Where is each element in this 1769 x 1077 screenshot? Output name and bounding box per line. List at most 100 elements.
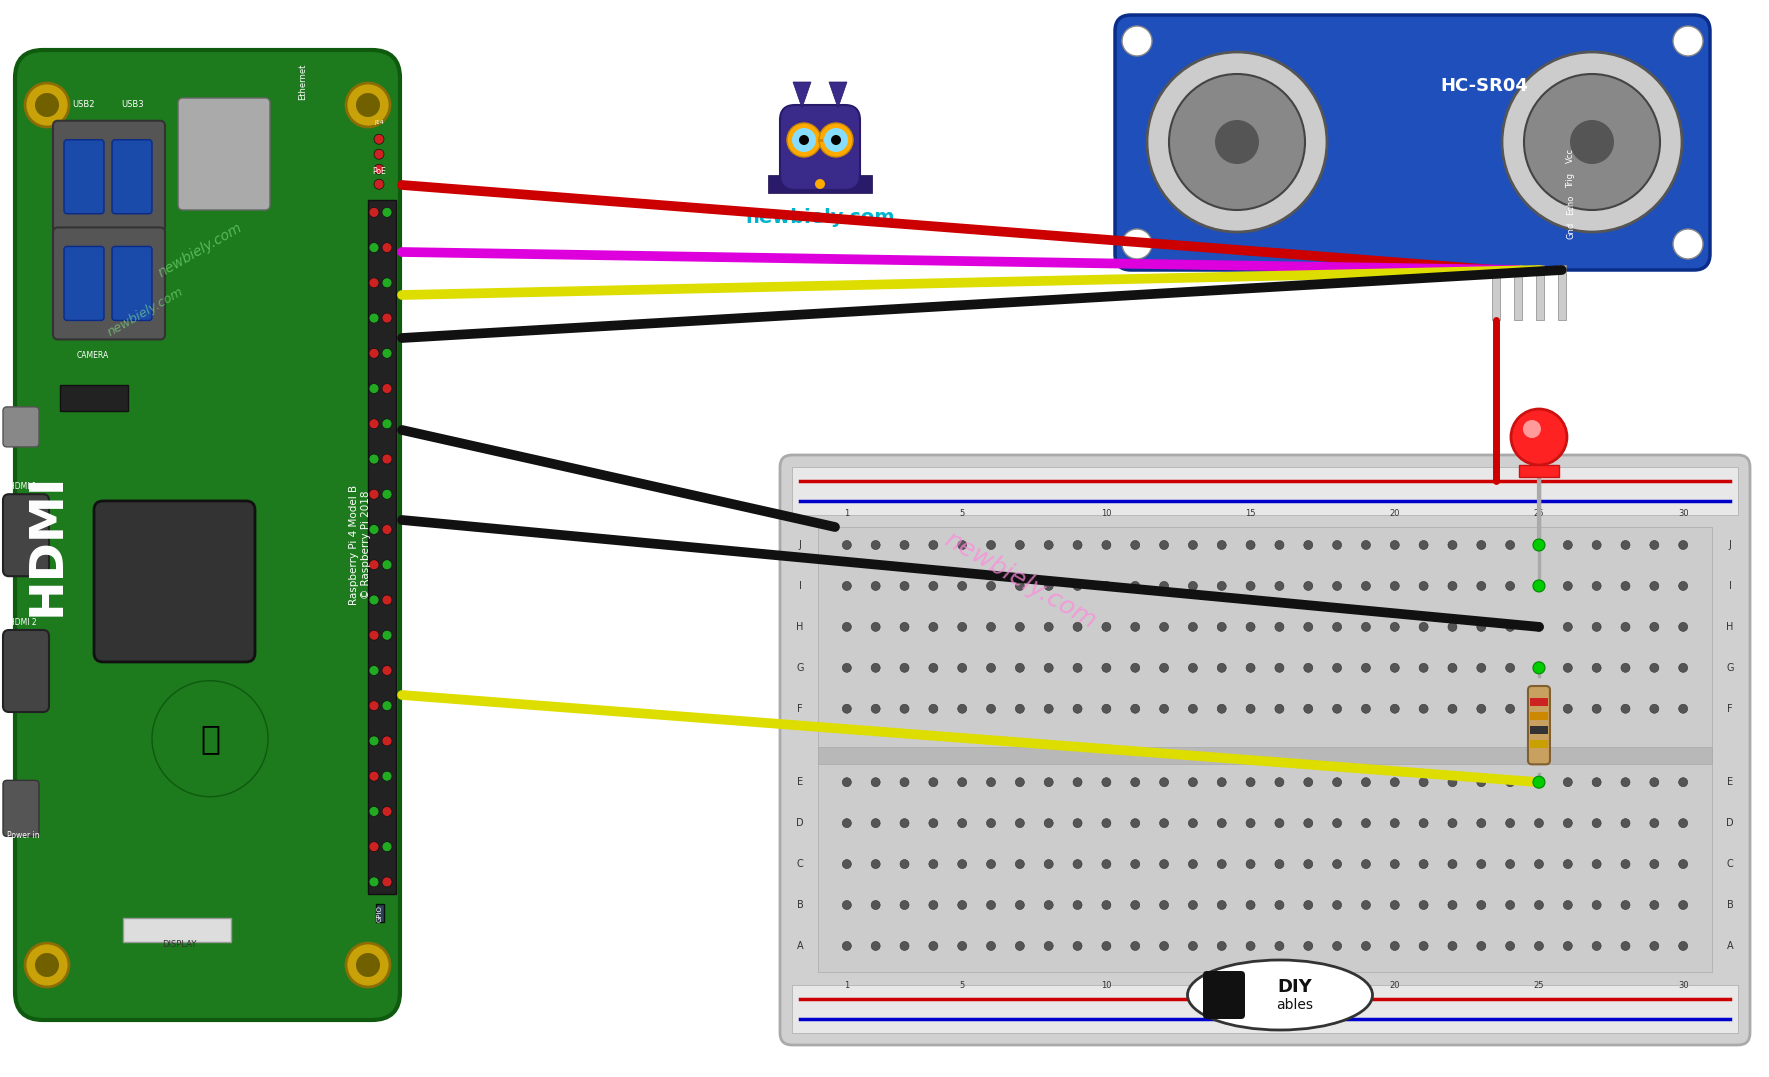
Circle shape xyxy=(1449,900,1458,909)
Circle shape xyxy=(1525,74,1659,210)
Circle shape xyxy=(1534,663,1544,672)
Circle shape xyxy=(1102,778,1111,786)
Circle shape xyxy=(1304,941,1313,950)
Circle shape xyxy=(1679,859,1688,868)
Circle shape xyxy=(1534,623,1544,631)
Circle shape xyxy=(987,582,996,590)
Circle shape xyxy=(1650,663,1659,672)
Circle shape xyxy=(1015,778,1024,786)
Circle shape xyxy=(382,595,393,605)
Circle shape xyxy=(1650,859,1659,868)
Circle shape xyxy=(1362,819,1371,827)
Text: newbiely.com: newbiely.com xyxy=(745,208,895,227)
Circle shape xyxy=(382,560,393,570)
Circle shape xyxy=(1130,541,1139,549)
Circle shape xyxy=(1534,541,1544,549)
Circle shape xyxy=(1130,819,1139,827)
Circle shape xyxy=(1449,541,1458,549)
Circle shape xyxy=(1275,900,1284,909)
Circle shape xyxy=(382,419,393,429)
Circle shape xyxy=(382,736,393,746)
FancyBboxPatch shape xyxy=(94,501,255,662)
Text: 30: 30 xyxy=(1677,508,1688,518)
Circle shape xyxy=(1419,582,1428,590)
Circle shape xyxy=(1564,900,1573,909)
Circle shape xyxy=(1189,704,1198,713)
Circle shape xyxy=(1102,582,1111,590)
Circle shape xyxy=(929,541,938,549)
Circle shape xyxy=(1650,623,1659,631)
FancyBboxPatch shape xyxy=(64,140,104,213)
Circle shape xyxy=(1564,541,1573,549)
Circle shape xyxy=(1679,819,1688,827)
Text: H: H xyxy=(796,621,803,632)
Circle shape xyxy=(1159,582,1169,590)
Circle shape xyxy=(1523,420,1541,438)
Circle shape xyxy=(929,941,938,950)
Text: C: C xyxy=(796,859,803,869)
Circle shape xyxy=(900,819,909,827)
Text: ables: ables xyxy=(1277,998,1314,1012)
Circle shape xyxy=(1511,409,1567,465)
Circle shape xyxy=(1592,819,1601,827)
Circle shape xyxy=(900,623,909,631)
Circle shape xyxy=(1074,941,1083,950)
Circle shape xyxy=(870,941,881,950)
Text: D: D xyxy=(796,819,803,828)
Circle shape xyxy=(1477,704,1486,713)
Text: A: A xyxy=(796,941,803,951)
Circle shape xyxy=(1620,623,1629,631)
Circle shape xyxy=(370,807,379,816)
Circle shape xyxy=(1074,623,1083,631)
Circle shape xyxy=(1189,859,1198,868)
Polygon shape xyxy=(830,82,847,108)
Circle shape xyxy=(1390,704,1399,713)
Circle shape xyxy=(1122,26,1152,56)
Text: 5: 5 xyxy=(959,981,964,991)
Circle shape xyxy=(1275,541,1284,549)
Text: 25: 25 xyxy=(1534,981,1544,991)
Circle shape xyxy=(1146,52,1327,232)
Circle shape xyxy=(842,623,851,631)
Circle shape xyxy=(1217,663,1226,672)
Bar xyxy=(1535,265,1544,320)
Circle shape xyxy=(1245,900,1254,909)
Circle shape xyxy=(1419,859,1428,868)
Text: newbiely.com: newbiely.com xyxy=(156,221,244,280)
Circle shape xyxy=(370,313,379,323)
Circle shape xyxy=(1245,859,1254,868)
Circle shape xyxy=(1477,663,1486,672)
Circle shape xyxy=(1362,900,1371,909)
Circle shape xyxy=(1679,623,1688,631)
FancyBboxPatch shape xyxy=(53,121,165,233)
Circle shape xyxy=(957,900,966,909)
Circle shape xyxy=(957,663,966,672)
Circle shape xyxy=(1620,900,1629,909)
Circle shape xyxy=(1449,663,1458,672)
FancyBboxPatch shape xyxy=(780,104,860,190)
Circle shape xyxy=(987,541,996,549)
FancyBboxPatch shape xyxy=(1528,686,1550,765)
Text: 15: 15 xyxy=(1245,508,1256,518)
Text: USB2: USB2 xyxy=(73,100,94,109)
Text: E: E xyxy=(1727,778,1734,787)
Circle shape xyxy=(1673,229,1704,258)
Circle shape xyxy=(1130,900,1139,909)
FancyBboxPatch shape xyxy=(780,454,1750,1045)
Text: 🍓: 🍓 xyxy=(200,723,219,755)
Circle shape xyxy=(1620,819,1629,827)
Circle shape xyxy=(1130,663,1139,672)
Circle shape xyxy=(370,841,379,852)
Circle shape xyxy=(370,560,379,570)
Bar xyxy=(817,527,1712,973)
Circle shape xyxy=(1275,819,1284,827)
Circle shape xyxy=(1074,582,1083,590)
Circle shape xyxy=(1332,704,1341,713)
Text: Trig: Trig xyxy=(1566,172,1574,187)
Circle shape xyxy=(1673,26,1704,56)
Circle shape xyxy=(1564,941,1573,950)
Bar xyxy=(1530,740,1548,749)
Circle shape xyxy=(1592,541,1601,549)
Circle shape xyxy=(1304,819,1313,827)
Circle shape xyxy=(1044,941,1053,950)
